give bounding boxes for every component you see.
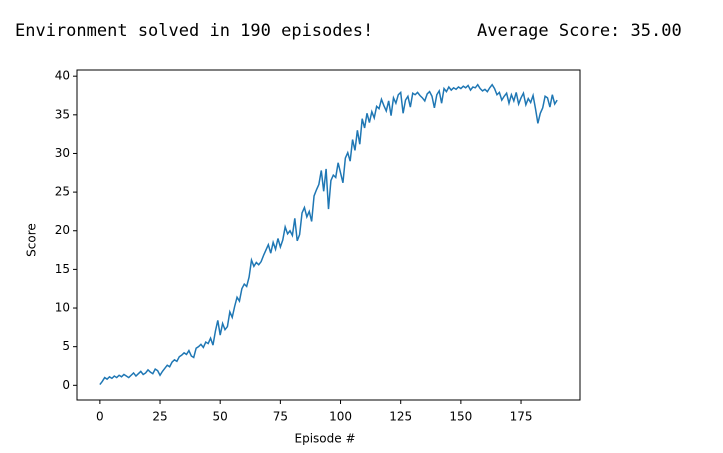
y-tick-label: 10 xyxy=(55,301,70,315)
y-tick-label: 5 xyxy=(62,339,70,353)
x-tick-label: 100 xyxy=(329,410,352,424)
x-tick-label: 175 xyxy=(510,410,533,424)
plot-frame xyxy=(76,69,581,401)
x-tick-label: 50 xyxy=(213,410,228,424)
y-tick-label: 15 xyxy=(55,262,70,276)
y-axis-label: Score xyxy=(25,223,39,257)
x-tick-label: 75 xyxy=(273,410,288,424)
y-tick-label: 30 xyxy=(55,146,70,160)
x-axis-label: Episode # xyxy=(295,432,356,446)
y-tick-label: 20 xyxy=(55,223,70,237)
y-tick-label: 0 xyxy=(62,378,70,392)
x-tick-label: 150 xyxy=(449,410,472,424)
y-tick-label: 35 xyxy=(55,107,70,121)
data-line xyxy=(99,83,558,386)
x-tick-label: 25 xyxy=(152,410,167,424)
x-tick-label: 0 xyxy=(96,410,104,424)
header-right: Average Score: 35.00 xyxy=(477,21,682,41)
x-tick-label: 125 xyxy=(389,410,412,424)
y-tick-label: 40 xyxy=(55,69,70,83)
y-tick-label: 25 xyxy=(55,185,70,199)
header-left: Environment solved in 190 episodes! xyxy=(15,21,373,41)
